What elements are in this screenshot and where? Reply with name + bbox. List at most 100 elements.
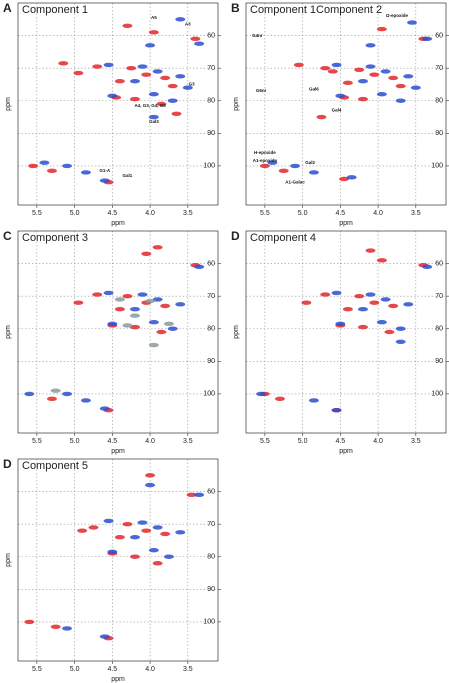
peak xyxy=(58,61,69,66)
peak xyxy=(152,69,163,74)
y-axis-label: ppm xyxy=(5,325,12,339)
x-axis-label: ppm xyxy=(339,448,353,455)
peak xyxy=(182,85,193,90)
x-tick-label: 3.5 xyxy=(183,666,193,673)
peak xyxy=(380,69,391,74)
peak xyxy=(301,300,312,305)
peak xyxy=(152,561,163,566)
peak xyxy=(410,85,421,90)
peak xyxy=(92,64,103,69)
peak xyxy=(365,292,376,297)
peak xyxy=(46,396,57,401)
peak xyxy=(194,264,205,270)
peak xyxy=(92,292,103,297)
peak xyxy=(175,74,186,79)
panel-letter: D xyxy=(3,457,12,471)
peak xyxy=(365,64,376,69)
panel-title: Component 1Component 2 xyxy=(250,4,382,16)
panel-title: Component 5 xyxy=(22,460,88,472)
annotation: A1-epoxide xyxy=(253,158,278,163)
plot-frame xyxy=(17,458,219,662)
y-tick-label: 60 xyxy=(435,32,443,39)
peak xyxy=(145,473,156,478)
x-tick-label: 5.0 xyxy=(70,438,80,445)
peak xyxy=(320,292,331,297)
x-tick-label: 5.0 xyxy=(298,438,308,445)
panel: 5.5 5.0 4.5 4.0 3.5 60 70 80 90 100 Ω-epoxide G4nr G… xyxy=(231,1,449,227)
peak xyxy=(346,175,357,180)
y-axis-label: ppm xyxy=(5,553,12,567)
peak xyxy=(369,300,380,305)
peak xyxy=(62,391,73,397)
peak xyxy=(403,302,414,307)
peak xyxy=(129,306,140,312)
x-axis-label: ppm xyxy=(111,220,125,227)
peak xyxy=(148,92,159,97)
annotation: A5 xyxy=(151,15,157,20)
peak xyxy=(388,303,399,309)
peak xyxy=(50,624,61,629)
peak xyxy=(137,520,148,525)
peak xyxy=(308,398,319,403)
peak xyxy=(384,329,395,335)
peak xyxy=(73,70,84,76)
y-tick-label: 100 xyxy=(431,391,443,398)
peak xyxy=(376,92,387,97)
peak xyxy=(376,258,387,263)
peak xyxy=(122,293,133,299)
peak xyxy=(357,306,368,312)
peak xyxy=(175,530,186,535)
peak xyxy=(122,323,133,328)
peak xyxy=(395,98,406,103)
peak xyxy=(80,398,91,403)
peak xyxy=(335,321,346,327)
panel-title: Component 1 xyxy=(22,4,88,16)
peak xyxy=(331,62,342,68)
annotation: G3 xyxy=(189,82,196,87)
peak xyxy=(339,176,350,182)
peak xyxy=(407,20,418,25)
x-tick-label: 5.5 xyxy=(260,438,270,445)
y-tick-label: 60 xyxy=(207,260,215,267)
x-tick-label: 4.5 xyxy=(107,666,117,673)
peak xyxy=(194,41,205,46)
y-tick-label: 70 xyxy=(207,521,215,528)
peak xyxy=(163,554,174,559)
peak xyxy=(342,306,353,312)
peak xyxy=(148,30,159,35)
annotation: Gal4 xyxy=(332,108,342,113)
peak xyxy=(152,297,163,302)
peak xyxy=(141,528,152,533)
peak xyxy=(148,320,159,325)
peak xyxy=(267,160,278,165)
y-axis-label: ppm xyxy=(5,97,12,111)
peak xyxy=(156,101,167,107)
peak xyxy=(152,525,163,530)
panel: 5.5 5.0 4.5 4.0 3.5 60 70 80 90 100 C Component 3 pp… xyxy=(3,229,221,455)
y-tick-label: 100 xyxy=(203,391,215,398)
peak xyxy=(388,75,399,81)
y-tick-label: 80 xyxy=(207,326,215,333)
panel-letter: D xyxy=(231,229,240,243)
panel-letter: B xyxy=(231,1,240,15)
peak xyxy=(107,321,118,327)
peak xyxy=(122,521,133,527)
x-tick-label: 3.5 xyxy=(411,438,421,445)
peak xyxy=(107,549,118,555)
y-axis-label: ppm xyxy=(233,325,240,339)
plot-frame xyxy=(245,230,447,434)
peak xyxy=(156,329,167,335)
peak xyxy=(126,65,137,71)
x-axis-label: ppm xyxy=(339,220,353,227)
annotation: Gal6 xyxy=(309,87,319,92)
peak xyxy=(167,83,178,89)
panel-letter: A xyxy=(3,1,12,15)
peak xyxy=(145,298,156,304)
y-tick-label: 90 xyxy=(435,130,443,137)
y-tick-label: 80 xyxy=(207,554,215,561)
peak xyxy=(129,554,140,559)
peak xyxy=(395,339,406,344)
peak xyxy=(141,251,152,257)
peak xyxy=(167,326,178,331)
peak xyxy=(395,83,406,89)
